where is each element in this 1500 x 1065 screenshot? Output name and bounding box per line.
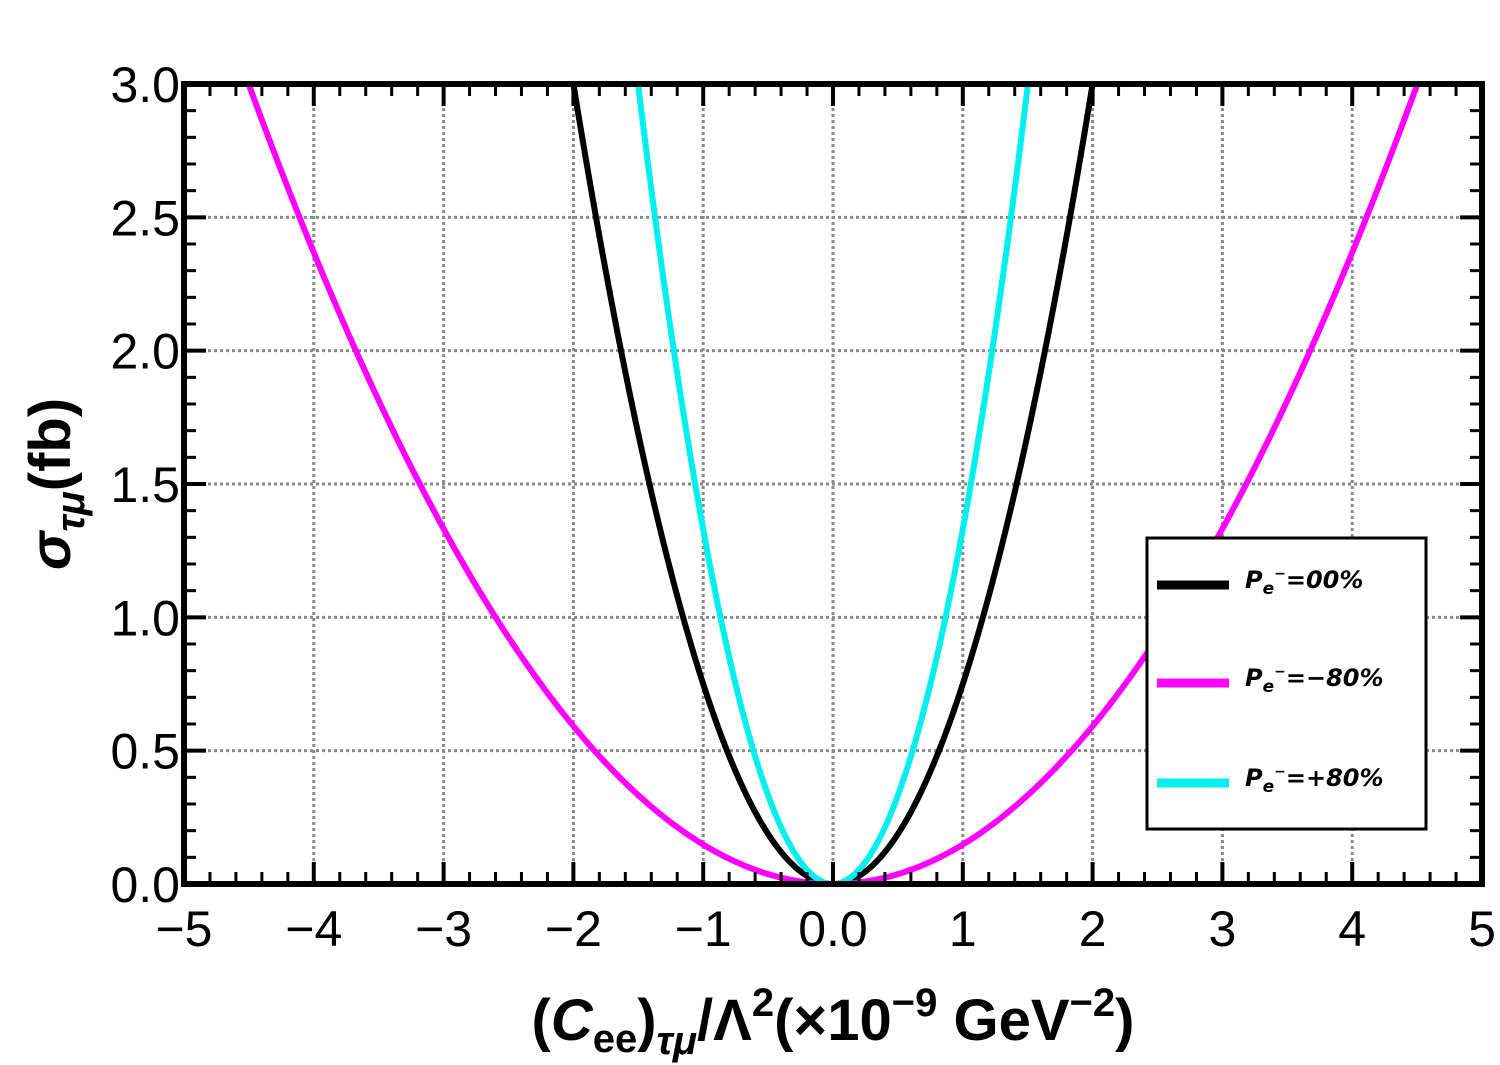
y-tick-label-5: 2.5: [110, 190, 180, 246]
x-tick-label-6: 1: [949, 901, 977, 957]
x-axis-title: (Cee)τμ/Λ2(×10−9 GeV−2): [532, 981, 1135, 1063]
x-tick-label-0: −5: [155, 901, 212, 957]
legend: Pe−=00% Pe−=−80% Pe−=+80%: [1145, 536, 1428, 831]
y-tick-label-1: 0.5: [110, 724, 180, 780]
x-axis-close: ): [637, 988, 656, 1053]
x-axis-lambda: /Λ: [697, 988, 752, 1053]
x-axis-open: (: [532, 988, 552, 1053]
x-tick-label-10: 5: [1468, 901, 1496, 957]
legend-label-0: Pe−=00%: [1245, 566, 1363, 599]
y-axis-sigma: σ: [18, 529, 83, 570]
y-axis-sub: τμ: [49, 491, 93, 531]
x-axis-sub: τμ: [657, 1019, 697, 1063]
x-axis-end: ): [1115, 988, 1134, 1053]
x-axis-exp: −9: [892, 981, 938, 1025]
legend-label-2: Pe−=+80%: [1245, 764, 1384, 797]
x-tick-label-1: −4: [285, 901, 342, 957]
y-tick-label-3: 1.5: [110, 457, 180, 513]
series-line-0: [570, 84, 1096, 884]
legend-label-1: Pe−=−80%: [1245, 664, 1384, 697]
x-axis-unit-exp: −2: [1070, 981, 1116, 1025]
x-tick-label-2: −3: [415, 901, 472, 957]
x-tick-label-4: −1: [675, 901, 732, 957]
x-axis-unit: GeV: [937, 988, 1069, 1053]
y-axis-title: στμ(fb): [18, 398, 93, 570]
series-line-2: [635, 84, 1031, 884]
x-axis-c: C: [551, 988, 594, 1053]
curves: [245, 84, 1421, 884]
y-tick-label-6: 3.0: [110, 57, 180, 113]
x-tick-label-9: 4: [1338, 901, 1366, 957]
ticks: [182, 82, 1484, 886]
x-tick-label-5: 0.0: [798, 901, 868, 957]
series-line-1: [245, 84, 1421, 884]
x-tick-label-7: 2: [1079, 901, 1107, 957]
tick-labels: −5 −4 −3 −2 −1 0.0 1 2 3 4 5 0.0 0.5 1.0 1.5 2.0 2.5 3.0: [110, 57, 1495, 957]
x-axis-ee: ee: [593, 1017, 638, 1061]
y-tick-label-2: 1.0: [110, 590, 180, 646]
y-tick-label-0: 0.0: [110, 857, 180, 913]
y-axis-unit: (fb): [18, 398, 83, 491]
x-axis-sup2: 2: [752, 981, 774, 1025]
x-tick-label-8: 3: [1208, 901, 1236, 957]
x-tick-label-3: −2: [545, 901, 602, 957]
y-tick-label-4: 2.0: [110, 324, 180, 380]
x-axis-factor: (×10: [774, 988, 892, 1053]
